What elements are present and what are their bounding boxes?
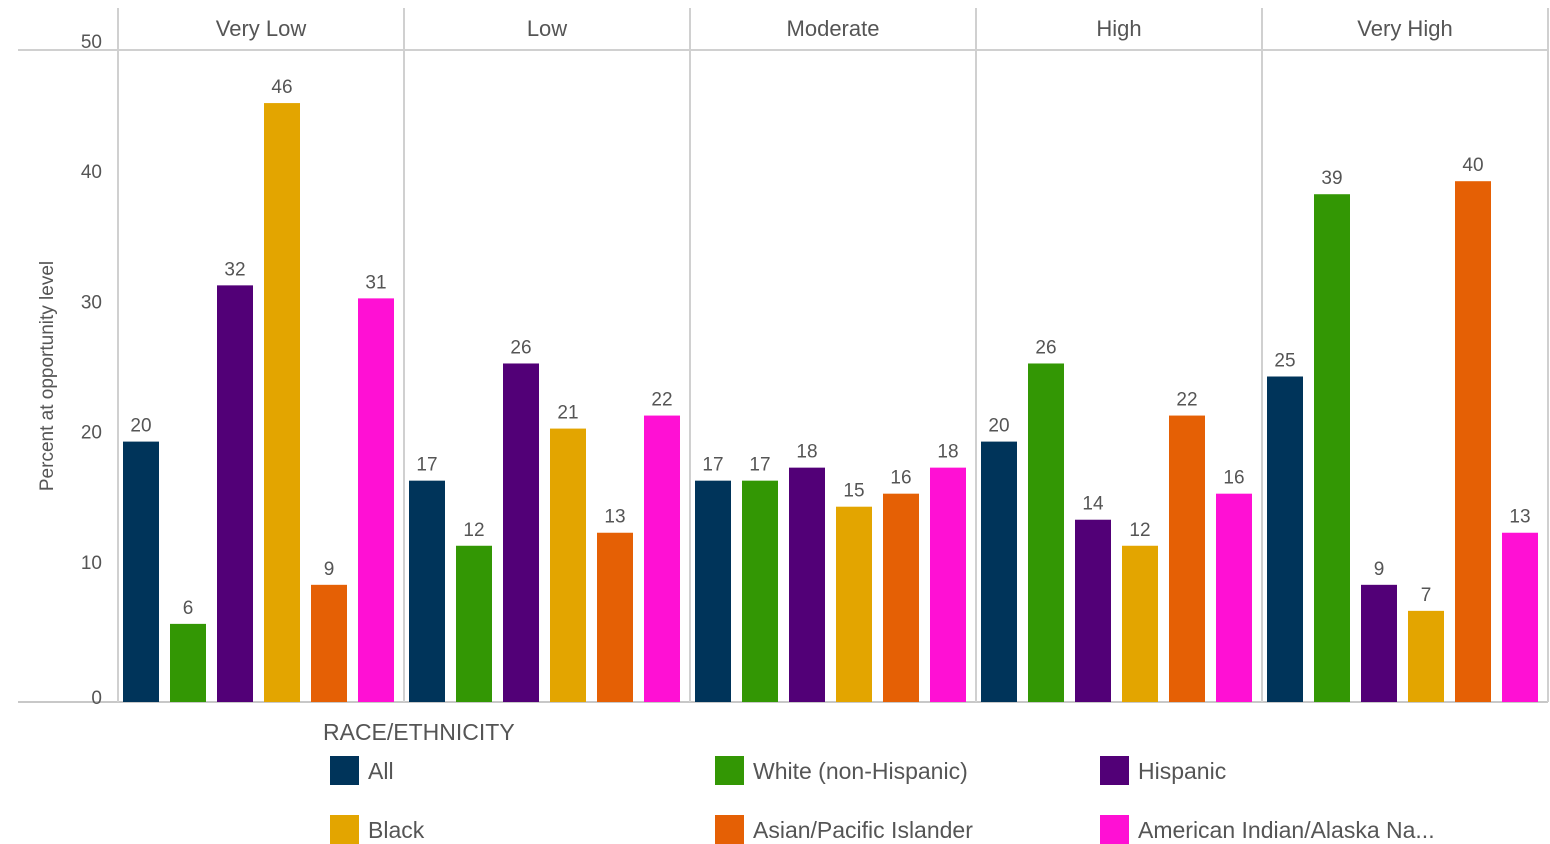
bar-value-label: 22 [651, 390, 672, 411]
bar [311, 584, 347, 702]
bar [1361, 584, 1397, 702]
bar-value-label: 17 [702, 455, 723, 476]
bar [1028, 363, 1064, 702]
bar [981, 441, 1017, 702]
y-tick-label: 10 [81, 553, 102, 574]
bar-value-label: 14 [1082, 494, 1104, 515]
facet-label: Very Low [216, 16, 307, 41]
bar-value-label: 12 [1129, 520, 1150, 541]
bar [217, 285, 253, 702]
bar-value-label: 26 [510, 337, 531, 358]
bar-value-label: 46 [271, 77, 292, 98]
bar [1075, 519, 1111, 702]
bar [789, 467, 825, 702]
bar [1408, 610, 1444, 702]
bar-value-label: 20 [130, 416, 151, 437]
bar-value-label: 20 [988, 416, 1009, 437]
bar-value-label: 13 [604, 507, 625, 528]
legend-label: Asian/Pacific Islander [753, 817, 973, 843]
bar [930, 467, 966, 702]
bar-value-label: 13 [1509, 507, 1530, 528]
bar [1122, 545, 1158, 702]
legend-label: Black [368, 817, 425, 843]
bar [1455, 181, 1491, 702]
bar [836, 506, 872, 702]
bar-value-label: 6 [183, 598, 194, 619]
bar [1267, 376, 1303, 702]
y-axis-label: Percent at opportunity level [37, 261, 58, 491]
legend-swatch [1100, 815, 1129, 844]
bar [1314, 194, 1350, 702]
y-axis: 0 10 20 30 40 50 Percent at opportunity level [37, 32, 102, 709]
facet-label: High [1096, 16, 1141, 41]
bar [883, 493, 919, 702]
bar-value-label: 18 [796, 442, 817, 463]
bar-value-label: 17 [749, 455, 770, 476]
legend-title: RACE/ETHNICITY [323, 719, 515, 745]
legend: RACE/ETHNICITY All White (non-Hispanic) His… [323, 719, 1435, 844]
legend-label: White (non-Hispanic) [753, 758, 968, 784]
bar [503, 363, 539, 702]
bar-value-label: 32 [224, 259, 245, 280]
bar [644, 415, 680, 702]
bar [742, 480, 778, 702]
y-tick-label: 40 [81, 162, 102, 183]
bar [264, 103, 300, 702]
y-tick-label: 0 [91, 688, 102, 709]
y-tick-label: 20 [81, 423, 102, 444]
legend-swatch [330, 756, 359, 785]
bar [1502, 532, 1538, 702]
bar-value-label: 39 [1321, 168, 1342, 189]
facet-label: Moderate [787, 16, 880, 41]
bar-value-label: 25 [1274, 351, 1295, 372]
bar-value-label: 22 [1176, 390, 1197, 411]
legend-swatch [1100, 756, 1129, 785]
bar-value-label: 7 [1421, 585, 1432, 606]
bar-value-label: 18 [937, 442, 958, 463]
bar [695, 480, 731, 702]
y-tick-label: 30 [81, 292, 102, 313]
legend-swatch [715, 815, 744, 844]
bar [409, 480, 445, 702]
facet-label: Low [527, 16, 567, 41]
bar-value-label: 16 [1223, 468, 1244, 489]
bar [550, 428, 586, 702]
facet-label: Very High [1357, 16, 1452, 41]
bar-value-label: 15 [843, 481, 864, 502]
legend-label: American Indian/Alaska Na... [1138, 817, 1435, 843]
legend-swatch [330, 815, 359, 844]
data-labels: 20 6 32 46 9 31 17 12 26 21 13 22 17 17 18 15 16 18 20 26 14… [130, 77, 1530, 619]
bar [1169, 415, 1205, 702]
bar-value-label: 31 [365, 272, 386, 293]
legend-label: All [368, 758, 394, 784]
bar-value-label: 26 [1035, 337, 1056, 358]
bar [170, 623, 206, 702]
legend-swatch [715, 756, 744, 785]
bar-value-label: 9 [1374, 559, 1385, 580]
bar [456, 545, 492, 702]
bar-value-label: 12 [463, 520, 484, 541]
bars [123, 103, 1538, 702]
legend-label: Hispanic [1138, 758, 1226, 784]
bar [597, 532, 633, 702]
bar-value-label: 16 [890, 468, 911, 489]
bar-value-label: 17 [416, 455, 437, 476]
facet-labels: Very Low Low Moderate High Very High [216, 16, 1453, 41]
y-tick-label: 50 [81, 32, 102, 53]
bar [358, 298, 394, 702]
bar [123, 441, 159, 702]
bar [1216, 493, 1252, 702]
bar-value-label: 40 [1462, 155, 1483, 176]
bar-value-label: 9 [324, 559, 335, 580]
bar-value-label: 21 [557, 403, 578, 424]
